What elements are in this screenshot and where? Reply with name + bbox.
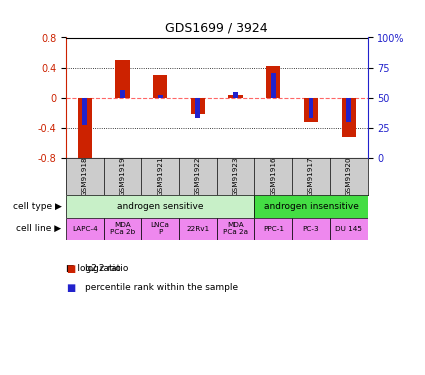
Text: percentile rank within the sample: percentile rank within the sample (85, 283, 238, 292)
Text: GSM91920: GSM91920 (346, 156, 352, 196)
Bar (115, 60, 130, 98)
Text: MDA
PCa 2a: MDA PCa 2a (223, 222, 248, 235)
Bar (78, 98, 92, 159)
Title: GDS1699 / 3924: GDS1699 / 3924 (165, 22, 268, 35)
Text: ■: ■ (66, 264, 75, 274)
Text: ■ log2 ratio: ■ log2 ratio (66, 264, 121, 273)
Text: GSM91916: GSM91916 (270, 156, 276, 196)
Bar (158, 95, 163, 98)
Text: cell line ▶: cell line ▶ (17, 224, 62, 233)
Text: cell type ▶: cell type ▶ (13, 202, 62, 211)
Bar (217, 217, 255, 240)
Bar (271, 74, 276, 98)
Text: PPC-1: PPC-1 (263, 226, 284, 232)
Bar (309, 98, 314, 118)
Bar (255, 195, 368, 217)
Text: MDA
PCa 2b: MDA PCa 2b (110, 222, 135, 235)
Bar (292, 217, 330, 240)
Text: ■: ■ (66, 283, 75, 293)
Text: GSM91918: GSM91918 (82, 156, 88, 196)
Bar (120, 90, 125, 98)
Text: GSM91922: GSM91922 (195, 156, 201, 196)
Bar (82, 98, 87, 125)
Bar (346, 98, 351, 122)
Bar (153, 75, 167, 98)
Bar (191, 98, 205, 114)
Text: log2 ratio: log2 ratio (85, 264, 128, 273)
Text: GSM91919: GSM91919 (119, 156, 125, 196)
Bar (233, 92, 238, 98)
Text: GSM91923: GSM91923 (232, 156, 238, 196)
Bar (229, 94, 243, 98)
Text: androgen insensitive: androgen insensitive (264, 202, 358, 211)
Bar (66, 217, 104, 240)
Text: GSM91921: GSM91921 (157, 156, 163, 196)
Bar (66, 195, 255, 217)
Bar (255, 217, 292, 240)
Bar (104, 217, 141, 240)
Text: 22Rv1: 22Rv1 (186, 226, 210, 232)
Text: androgen sensitive: androgen sensitive (117, 202, 204, 211)
Bar (304, 98, 318, 122)
Bar (179, 217, 217, 240)
Text: DU 145: DU 145 (335, 226, 362, 232)
Bar (196, 98, 200, 118)
Bar (141, 217, 179, 240)
Text: LNCa
P: LNCa P (151, 222, 170, 235)
Text: LAPC-4: LAPC-4 (72, 226, 98, 232)
Bar (266, 66, 280, 98)
Bar (342, 98, 356, 136)
Text: PC-3: PC-3 (303, 226, 319, 232)
Bar (330, 217, 368, 240)
Text: GSM91917: GSM91917 (308, 156, 314, 196)
